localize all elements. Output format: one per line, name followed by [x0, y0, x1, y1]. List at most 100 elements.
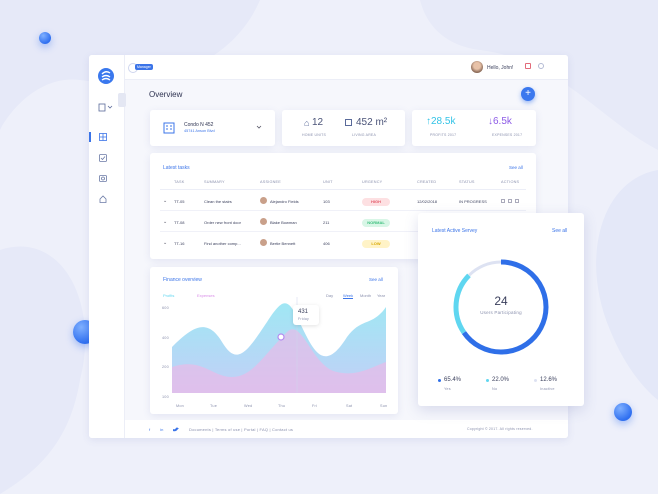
tasks-title: Latest tasks	[163, 165, 190, 171]
donut-segment	[461, 259, 549, 355]
active-indicator	[89, 132, 91, 142]
segment-name: No	[492, 387, 498, 391]
footer-link[interactable]: Terms of use	[214, 427, 241, 432]
facebook-link[interactable]: f	[149, 427, 151, 432]
period-tab[interactable]: Week	[343, 293, 354, 299]
expand-chevron: ⌄	[163, 240, 168, 246]
finance-area-chart	[172, 297, 386, 393]
separator: |	[211, 427, 215, 432]
nav-tasks[interactable]	[99, 154, 107, 162]
stat-label: PROFITS 2017	[430, 133, 457, 137]
cell-summary: Clean the stairs	[204, 199, 232, 204]
assignee-avatar	[260, 218, 267, 225]
expand-chevron: ⌄	[163, 219, 168, 225]
twitter-link[interactable]	[173, 427, 179, 432]
see-all-link[interactable]: See all	[552, 228, 568, 234]
assignee-name: Alejandro Fields	[270, 199, 299, 204]
greeting[interactable]: Hello, John!	[487, 65, 514, 71]
tooltip: 431 Friday	[293, 305, 319, 325]
cell-summary: Order new front door	[204, 220, 241, 225]
y-tick-label: 100	[162, 394, 169, 399]
y-tick-label: 600	[162, 306, 169, 310]
cell-status: IN PROGRESS	[459, 199, 487, 204]
cell-task: TT-05	[174, 199, 185, 204]
footer-link[interactable]: Contact us	[272, 427, 294, 432]
separator: |	[240, 427, 244, 432]
donut-segment	[467, 260, 502, 277]
nav-home[interactable]	[99, 195, 107, 203]
column-header: SUMMARY	[204, 180, 225, 184]
stat-value: 28.5k	[431, 116, 456, 127]
expense-value: ↓6.5k	[488, 116, 512, 127]
footer-link[interactable]: Portal	[244, 427, 256, 432]
legend-item: Profits	[163, 293, 175, 298]
decor-ball	[614, 403, 632, 421]
building-icon	[163, 122, 175, 134]
expand-chevron: ⌄	[163, 198, 168, 204]
logo	[98, 68, 114, 84]
footer-link[interactable]: Documents	[189, 427, 212, 432]
period-tab[interactable]: Month	[360, 293, 372, 298]
x-tick-label: Tue	[210, 404, 218, 408]
sidebar	[89, 55, 125, 438]
urgency-pill: NORMAL	[362, 219, 390, 227]
column-header: CREATED	[417, 180, 437, 184]
user-avatar[interactable]	[471, 61, 483, 73]
assignee-name: Blake Bowman	[270, 220, 297, 225]
settings-icon[interactable]	[538, 63, 544, 69]
y-tick-label: 200	[162, 365, 169, 369]
segment-bullet	[438, 379, 441, 382]
notification-icon[interactable]	[525, 63, 531, 69]
separator: |	[268, 427, 273, 432]
stat-value: 6.5k	[493, 116, 512, 127]
cell-task: TT-08	[174, 220, 185, 225]
property-name: Condo N 452	[184, 122, 214, 128]
row-action[interactable]	[501, 199, 505, 203]
profit-value: ↑28.5k	[426, 116, 456, 127]
x-tick-label: Wed	[244, 404, 253, 408]
row-divider	[160, 231, 526, 232]
cell-created: 12/02/2018	[417, 199, 438, 204]
nav-media[interactable]	[99, 174, 107, 182]
cell-unit: 406	[323, 241, 330, 246]
row-action[interactable]	[508, 199, 512, 203]
property-card[interactable]: Condo N 452 45741 Anson Blvd	[150, 110, 275, 146]
stat-value: 452 m²	[356, 117, 388, 128]
donut-segment	[453, 273, 471, 334]
stat-label: HOME UNITS	[302, 133, 326, 137]
period-tab[interactable]: Day	[326, 293, 334, 298]
segment-name: Yes	[444, 387, 451, 391]
period-tab[interactable]: Year	[377, 293, 386, 298]
assignee-avatar	[260, 197, 267, 204]
stat-label: EXPENSES 2017	[492, 133, 523, 137]
x-tick-label: Sun	[380, 404, 388, 408]
tooltip-value: 431	[298, 309, 309, 315]
see-all-link[interactable]: See all	[509, 165, 523, 170]
building-menu[interactable]	[98, 102, 114, 112]
urgency-pill: HIGH	[362, 198, 390, 206]
segment-bullet	[534, 379, 537, 382]
survey-donut	[453, 259, 549, 355]
page-title: Overview	[149, 90, 183, 99]
finance-card: Finance overview See all 431 Friday Prof…	[150, 267, 398, 414]
add-button[interactable]: +	[521, 87, 535, 101]
participants-label: Users Participating	[480, 310, 522, 315]
linkedin-link[interactable]: in	[160, 427, 164, 432]
dropdown-chevron	[256, 125, 262, 129]
finance-title: Finance overview	[163, 277, 202, 283]
column-header: URGENCY	[362, 180, 383, 184]
row-action[interactable]	[515, 199, 519, 203]
column-header: STATUS	[459, 180, 475, 184]
footer: f in Documents | Terms of use | Portal |…	[125, 420, 568, 438]
sidebar-toggle[interactable]	[118, 93, 126, 107]
footer-link[interactable]: FAQ	[259, 427, 269, 432]
assignee-name: Bertie Bennett	[270, 241, 296, 246]
nav-dashboard[interactable]	[99, 133, 107, 141]
y-tick-label: 400	[162, 335, 169, 340]
x-tick-label: Fri	[312, 404, 318, 408]
decor-ball	[39, 32, 51, 44]
units-icon: ⌂	[304, 118, 310, 128]
segment-bullet	[486, 379, 489, 382]
separator: |	[255, 427, 260, 432]
see-all-link[interactable]: See all	[369, 277, 383, 282]
